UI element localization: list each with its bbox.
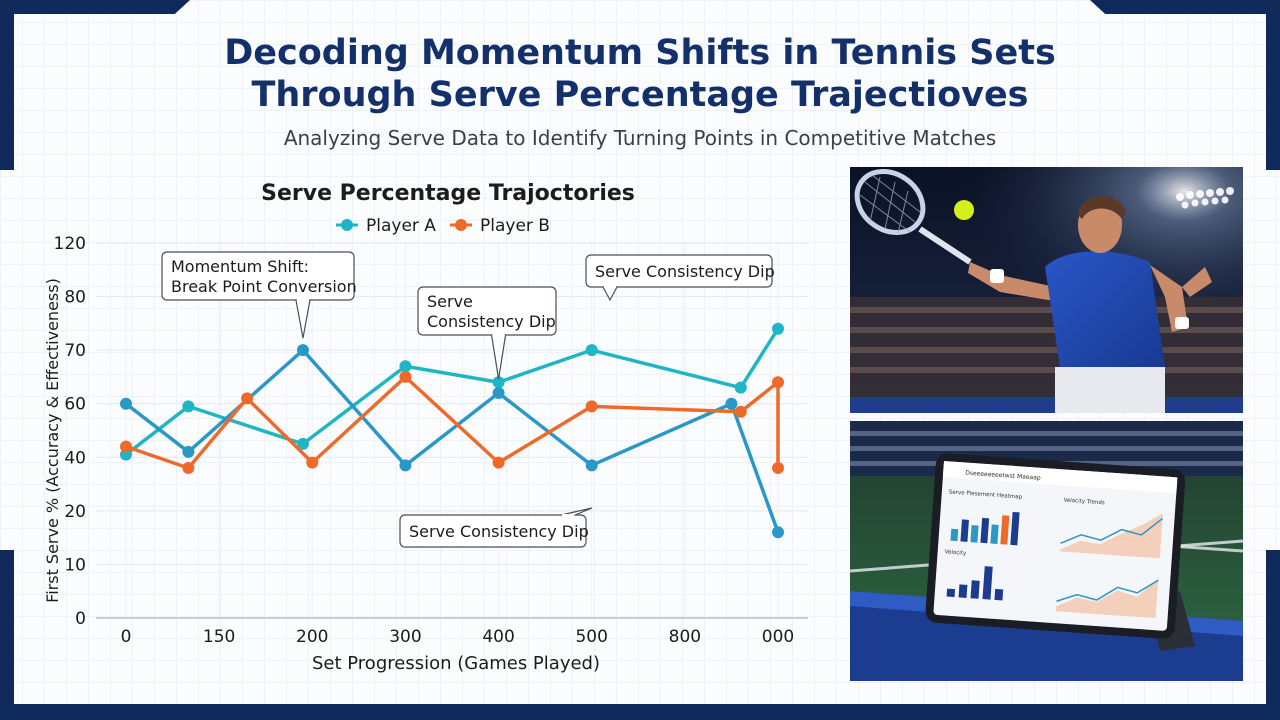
callout-text: Serve Consistency Dip	[595, 262, 775, 281]
tablet-panel-velocity-title: Velocity	[944, 549, 967, 557]
callout-text: Break Point Conversion	[171, 277, 357, 296]
callout-box	[585, 254, 773, 288]
page-title: Decoding Momentum Shifts in Tennis Sets …	[0, 32, 1280, 116]
data-point	[734, 405, 747, 418]
data-point	[772, 462, 784, 474]
tablet-area-chart-1	[1059, 513, 1163, 559]
top-right-accent	[1090, 0, 1280, 14]
top-left-accent	[0, 0, 190, 14]
tablet-illustration: Dseeeeeeeetwst Maeaap Serve Plesement He…	[850, 421, 1243, 681]
data-point	[399, 360, 412, 373]
data-point	[241, 392, 254, 405]
serve-percentage-chart: 0 10 20 40 60 70 80 120 0 150 200 300 400 500 800 000 Se…	[43, 181, 808, 674]
page-title-line-1: Decoding Momentum Shifts in Tennis Sets	[224, 33, 1056, 73]
data-point	[725, 397, 738, 410]
legend-swatch-marker	[341, 219, 353, 231]
data-point	[772, 322, 784, 335]
data-point	[296, 437, 309, 450]
data-point	[492, 376, 505, 389]
page-subtitle: Analyzing Serve Data to Identify Turning…	[283, 126, 997, 150]
data-point	[492, 456, 505, 469]
callout-text: Consistency Dip	[427, 312, 556, 331]
tablet-bar-chart-1	[950, 511, 1020, 546]
left-edge-accent	[0, 0, 14, 170]
callout-pointer	[602, 286, 618, 302]
data-point	[296, 344, 309, 357]
right-edge-accent-bottom	[1266, 550, 1280, 720]
callout-text: Momentum Shift:	[171, 257, 309, 276]
data-point	[306, 456, 319, 469]
y-tick-label: 40	[64, 448, 86, 468]
legend-label: Player A	[366, 216, 436, 236]
x-tick-label: 200	[296, 627, 328, 647]
data-point	[772, 526, 784, 539]
series-line	[125, 375, 780, 470]
tablet-analytics-photo: Dseeeeeeeetwst Maeaap Serve Plesement He…	[850, 421, 1243, 681]
x-tick-label: 400	[482, 627, 514, 647]
callout-box	[399, 514, 587, 548]
tennis-player-photo	[850, 167, 1243, 413]
data-point	[585, 459, 598, 472]
legend-label: Player B	[480, 216, 550, 236]
y-tick-label: 60	[64, 395, 86, 415]
data-point	[399, 370, 412, 383]
chart-title: Serve Percentage Trajoctories	[261, 181, 635, 206]
x-tick-label: 300	[389, 627, 421, 647]
bottom-bar	[0, 704, 1280, 720]
x-tick-label: 0	[121, 627, 132, 647]
callout-text: Serve Consistency Dip	[409, 522, 589, 541]
y-tick-label: 120	[54, 234, 86, 254]
left-edge-accent-bottom	[0, 550, 14, 720]
tablet-panel-heatmap-title: Serve Plesement Heatmap	[949, 489, 1023, 500]
callout-box	[161, 251, 355, 301]
callout-text: Serve	[427, 292, 473, 311]
y-tick-label: 10	[64, 555, 86, 575]
data-point	[734, 381, 747, 394]
callout-box	[417, 286, 557, 336]
y-tick-label: 70	[64, 341, 86, 361]
y-axis-label: First Serve % (Accuracy & Effectiveness)	[43, 278, 62, 603]
y-tick-label: 0	[75, 609, 86, 629]
series-line	[124, 327, 780, 456]
data-point	[182, 445, 195, 458]
x-axis-label: Set Progression (Games Played)	[312, 653, 600, 674]
callout-pointer	[490, 334, 507, 380]
data-point	[120, 440, 132, 453]
tablet-panel-velocity-trends-title: Velocity Trends	[1063, 497, 1105, 506]
x-tick-label: 150	[203, 627, 235, 647]
data-point	[492, 387, 505, 399]
y-tick-label: 80	[64, 288, 86, 308]
data-point	[585, 344, 598, 357]
y-tick-label: 20	[64, 502, 86, 522]
data-point	[120, 397, 132, 410]
data-point	[182, 400, 195, 413]
x-tick-label: 000	[762, 627, 794, 647]
legend-swatch-marker	[455, 219, 467, 231]
x-tick-label: 800	[669, 627, 701, 647]
data-point	[182, 462, 195, 474]
data-point	[585, 400, 598, 413]
callout-pointer	[560, 507, 593, 516]
tennis-player-illustration	[850, 167, 1243, 413]
tablet-bar-chart-2	[946, 566, 1004, 601]
data-point	[399, 459, 412, 472]
right-edge-accent	[1266, 0, 1280, 170]
series-line	[124, 348, 780, 533]
page-title-line-2: Through Serve Percentage Trajectioves	[251, 75, 1029, 115]
data-point	[772, 376, 784, 389]
x-tick-label: 500	[575, 627, 607, 647]
tablet-area-chart-2	[1055, 578, 1159, 619]
callout-pointer	[295, 299, 311, 339]
